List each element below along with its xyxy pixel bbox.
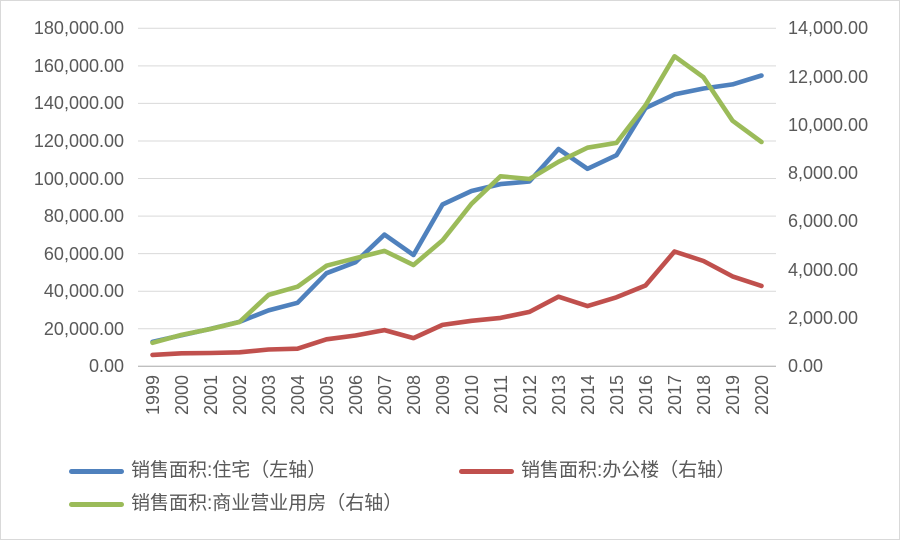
x-tick-label: 2009 xyxy=(432,375,453,416)
x-tick-label: 2016 xyxy=(635,375,656,416)
x-tick-label: 2002 xyxy=(229,375,250,416)
x-tick-label: 2005 xyxy=(316,375,337,416)
x-tick-label: 2004 xyxy=(287,375,308,416)
x-tick-label: 2011 xyxy=(490,375,511,414)
y-tick-label-left: 0.00 xyxy=(88,356,124,377)
legend-label-office: 销售面积:办公楼（右轴） xyxy=(521,460,736,481)
y-tick-label-left: 60,000.00 xyxy=(43,243,124,264)
y-tick-label-right: 8,000.00 xyxy=(788,163,859,184)
y-tick-label-right: 10,000.00 xyxy=(788,114,869,135)
x-tick-label: 2019 xyxy=(722,375,743,416)
x-tick-label: 2020 xyxy=(751,375,772,416)
legend-swatch-office xyxy=(459,468,514,474)
y-tick-label-left: 20,000.00 xyxy=(43,318,124,339)
x-tick-label: 2013 xyxy=(548,375,569,416)
legend-item-commercial: 销售面积:商业营业用房（右轴） xyxy=(69,491,402,517)
y-tick-label-right: 0.00 xyxy=(788,356,824,377)
x-tick-label: 2017 xyxy=(664,375,685,416)
series-line-commercial xyxy=(150,53,764,346)
legend-item-office: 销售面积:办公楼（右轴） xyxy=(459,458,735,484)
x-tick-label: 2018 xyxy=(693,375,714,416)
x-tick-label: 2007 xyxy=(374,375,395,416)
y-tick-label-left: 40,000.00 xyxy=(43,281,124,302)
legend-label-residential: 销售面积:住宅（左轴） xyxy=(131,460,327,481)
y-tick-label-left: 100,000.00 xyxy=(33,168,124,189)
x-tick-label: 1999 xyxy=(142,375,163,416)
x-tick-label: 2006 xyxy=(345,375,366,416)
y-tick-label-left: 180,000.00 xyxy=(33,18,124,39)
x-tick-label: 2015 xyxy=(606,375,627,416)
y-tick-label-left: 80,000.00 xyxy=(43,206,124,227)
x-tick-label: 2014 xyxy=(577,375,598,416)
legend-swatch-residential xyxy=(69,468,124,474)
series-line-office xyxy=(150,249,764,358)
y-tick-label-right: 12,000.00 xyxy=(788,66,869,87)
legend-label-commercial: 销售面积:商业营业用房（右轴） xyxy=(131,493,403,514)
legend-swatch-commercial xyxy=(69,501,124,507)
x-tick-label: 2003 xyxy=(258,375,279,416)
y-tick-label-left: 140,000.00 xyxy=(33,93,124,114)
x-tick-label: 2012 xyxy=(519,375,540,416)
series-line-residential xyxy=(150,73,764,345)
legend-item-residential: 销售面积:住宅（左轴） xyxy=(69,458,326,484)
x-tick-label: 2000 xyxy=(171,375,192,416)
y-tick-label-right: 2,000.00 xyxy=(788,308,859,328)
y-tick-label-right: 14,000.00 xyxy=(788,18,869,39)
x-tick-label: 2010 xyxy=(461,375,482,416)
y-tick-label-right: 6,000.00 xyxy=(788,211,859,232)
y-tick-label-right: 4,000.00 xyxy=(788,259,859,280)
x-tick-label: 2008 xyxy=(403,375,424,416)
x-tick-label: 2001 xyxy=(200,375,221,416)
y-tick-label-left: 120,000.00 xyxy=(33,131,124,151)
y-tick-label-left: 160,000.00 xyxy=(33,55,124,76)
